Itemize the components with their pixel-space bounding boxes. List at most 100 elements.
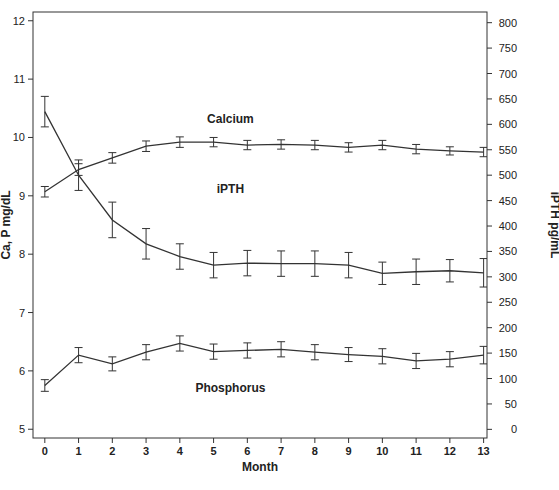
error-cap	[446, 259, 454, 260]
error-bar	[378, 262, 386, 284]
error-stem	[146, 229, 147, 260]
error-bar	[243, 343, 251, 358]
chart: 0123456789101112135678910111205010015020…	[0, 0, 559, 490]
error-cap	[345, 142, 353, 143]
y2-tick	[487, 378, 492, 379]
error-stem	[382, 262, 383, 284]
error-cap	[176, 243, 184, 244]
error-cap	[277, 276, 285, 277]
y-tick-label: 5	[19, 423, 25, 435]
error-stem	[146, 141, 147, 152]
x-tick-label: 13	[477, 445, 489, 457]
error-cap	[311, 344, 319, 345]
x-tick-label: 6	[244, 445, 250, 457]
y2-tick	[487, 48, 492, 49]
series-line	[45, 142, 484, 192]
error-bar	[41, 380, 49, 392]
error-bar	[446, 352, 454, 367]
error-cap	[142, 228, 150, 229]
error-stem	[78, 348, 79, 363]
x-tick	[483, 438, 484, 443]
y2-tick-label: 400	[499, 220, 517, 232]
error-cap	[243, 250, 251, 251]
error-cap	[243, 358, 251, 359]
error-bar	[176, 336, 184, 351]
plot-frame	[33, 12, 487, 438]
error-stem	[449, 147, 450, 155]
y2-tick	[487, 251, 492, 252]
error-cap	[412, 284, 420, 285]
x-tick-label: 3	[143, 445, 149, 457]
error-cap	[378, 140, 386, 141]
series-label: iPTH	[217, 182, 244, 196]
error-cap	[243, 140, 251, 141]
y2-tick-label: 500	[499, 169, 517, 181]
error-stem	[247, 140, 248, 149]
error-bar	[142, 229, 150, 260]
y-tick	[28, 429, 33, 430]
series-line	[45, 112, 484, 274]
error-stem	[449, 260, 450, 282]
series-label: Calcium	[207, 112, 254, 126]
error-cap	[412, 144, 420, 145]
error-bar	[345, 348, 353, 362]
error-stem	[179, 244, 180, 269]
error-cap	[277, 149, 285, 150]
error-stem	[78, 160, 79, 191]
error-cap	[277, 139, 285, 140]
error-cap	[75, 190, 83, 191]
error-cap	[142, 344, 150, 345]
x-tick	[314, 438, 315, 443]
error-bar	[378, 140, 386, 149]
error-bar	[41, 186, 49, 197]
error-cap	[345, 347, 353, 348]
y2-tick	[487, 22, 492, 23]
error-cap	[176, 351, 184, 352]
error-cap	[176, 269, 184, 270]
x-tick	[416, 438, 417, 443]
y2-tick	[487, 226, 492, 227]
error-stem	[348, 348, 349, 362]
y-axis-label: Ca, P mg/dL	[0, 190, 13, 259]
y-tick	[28, 370, 33, 371]
y-tick	[28, 312, 33, 313]
error-bar	[243, 140, 251, 149]
error-bar	[311, 251, 319, 276]
error-cap	[446, 154, 454, 155]
error-cap	[41, 391, 49, 392]
error-bar	[345, 143, 353, 152]
y-tick-label: 10	[13, 131, 25, 143]
error-bar	[311, 140, 319, 149]
error-cap	[210, 252, 218, 253]
y-tick	[28, 20, 33, 21]
error-stem	[314, 251, 315, 276]
x-tick	[449, 438, 450, 443]
error-stem	[483, 259, 484, 287]
x-tick-label: 12	[444, 445, 456, 457]
error-cap	[311, 359, 319, 360]
error-bar	[277, 140, 285, 149]
x-tick	[146, 438, 147, 443]
y-tick-label: 6	[19, 365, 25, 377]
error-bar	[277, 251, 285, 276]
x-tick	[382, 438, 383, 443]
error-cap	[378, 149, 386, 150]
error-stem	[146, 345, 147, 360]
x-tick	[112, 438, 113, 443]
error-cap	[480, 147, 487, 148]
y-tick	[28, 195, 33, 196]
error-bar	[41, 96, 49, 127]
error-cap	[446, 281, 454, 282]
error-bar	[277, 342, 285, 357]
error-cap	[210, 359, 218, 360]
error-cap	[277, 250, 285, 251]
error-bar	[345, 252, 353, 277]
error-cap	[108, 152, 116, 153]
error-cap	[480, 156, 487, 157]
error-cap	[210, 146, 218, 147]
y-tick	[28, 79, 33, 80]
error-stem	[348, 252, 349, 277]
error-bar	[176, 244, 184, 269]
error-bar	[142, 141, 150, 152]
error-stem	[44, 96, 45, 127]
